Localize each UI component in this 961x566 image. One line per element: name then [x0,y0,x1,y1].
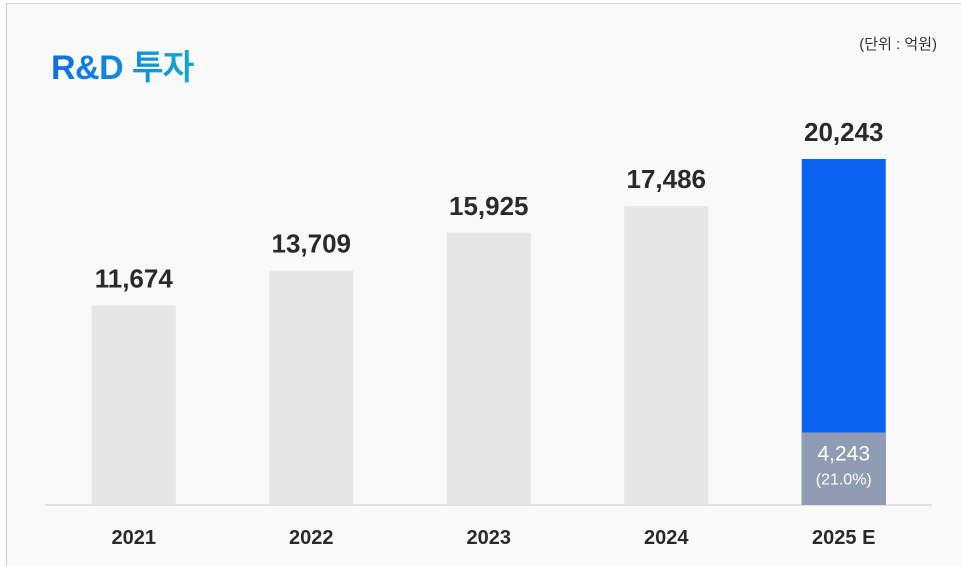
bar-segment-4243 [801,432,886,505]
bar-2023 [446,232,531,505]
segment-share-label: (21.0%) [816,471,872,488]
bar-2024 [624,206,709,506]
x-tick-label: 2022 [289,527,334,549]
x-tick-label: 2021 [112,527,157,549]
chart-title: R&D 투자 [51,40,194,89]
bar-2022 [269,270,354,505]
value-label: 15,925 [449,191,529,221]
unit-label: (단위 : 억원) [859,36,937,53]
value-label: 11,674 [95,263,174,293]
bar-2021 [91,305,176,505]
x-tick-label: 2024 [644,527,689,549]
segment-value-label: 4,243 [817,442,870,465]
value-label: 13,709 [271,229,351,259]
value-label: 17,486 [626,164,706,194]
x-tick-label: 2023 [467,527,512,549]
x-tick-label: 2025 E [812,527,875,549]
value-label: 20,243 [804,117,884,147]
